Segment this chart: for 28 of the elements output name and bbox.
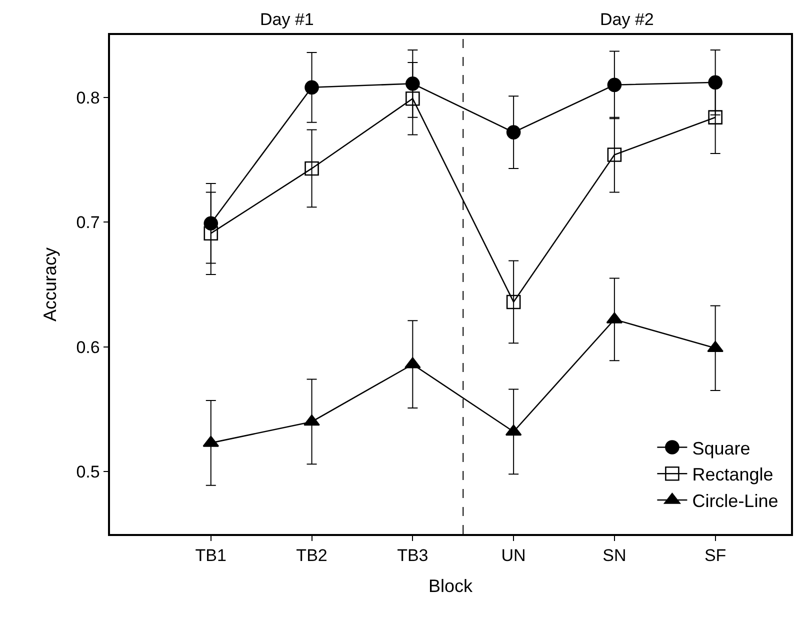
x-tick-label: TB2: [296, 546, 328, 566]
x-tick-label: TB1: [195, 546, 226, 566]
point: [406, 76, 420, 91]
text: Day #1: [260, 10, 314, 29]
y-tick-label: 0.5: [76, 462, 100, 482]
point: [506, 294, 521, 310]
legend-label: Circle-Line: [692, 491, 778, 512]
point: [708, 110, 722, 124]
point: [506, 125, 521, 140]
legend-label: Rectangle: [692, 464, 774, 485]
x-axis-title: Block: [428, 576, 474, 596]
point: [607, 78, 622, 92]
point: [304, 161, 319, 176]
y-tick-label: 0.8: [76, 88, 100, 108]
point: [406, 91, 420, 106]
y-axis-title: Accuracy: [40, 247, 60, 322]
point: [204, 226, 218, 240]
point: [607, 148, 622, 162]
x-tick-label: TB3: [397, 546, 428, 566]
y-tick-label: 0.6: [76, 338, 100, 357]
y-tick-label: 0.7: [76, 213, 100, 232]
text: Day #2: [600, 10, 654, 29]
x-tick-label: SF: [704, 546, 726, 566]
x-tick-label: UN: [501, 546, 526, 566]
legend-label: Square: [692, 438, 750, 458]
point: [707, 340, 724, 352]
point: [304, 80, 319, 95]
x-tick-label: SN: [602, 546, 626, 566]
